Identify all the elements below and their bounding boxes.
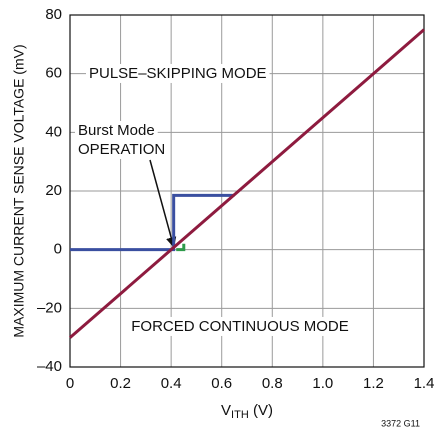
x-tick-label: 1.0 xyxy=(312,375,333,392)
x-axis-label: VITH (V) xyxy=(221,402,273,421)
y-axis-label: MAXIMUM CURRENT SENSE VOLTAGE (mV) xyxy=(11,44,27,337)
y-tick-label: –20 xyxy=(37,299,62,316)
x-tick-label: 0.6 xyxy=(211,375,232,392)
series-line xyxy=(176,243,186,252)
annotation: PULSE–SKIPPING MODE xyxy=(89,65,267,82)
x-tick-label: 0.4 xyxy=(161,375,182,392)
x-tick-label: 1.4 xyxy=(414,375,434,392)
x-tick-label: 1.2 xyxy=(363,375,384,392)
y-tick-label: 0 xyxy=(54,241,62,258)
figure-id: 3372 G11 xyxy=(381,418,420,428)
annotation: Burst Mode xyxy=(78,122,155,139)
y-tick-label: 60 xyxy=(45,65,62,82)
y-tick-label: –40 xyxy=(37,358,62,375)
annotation: FORCED CONTINUOUS MODE xyxy=(131,318,349,335)
y-tick-label: 20 xyxy=(45,182,62,199)
plot-frame xyxy=(69,14,425,368)
x-tick-label: 0 xyxy=(66,375,74,392)
x-tick-label: 0.2 xyxy=(110,375,131,392)
series-line xyxy=(70,193,235,252)
arrow xyxy=(149,159,177,248)
y-tick-label: 40 xyxy=(45,123,62,140)
annotation-bg xyxy=(75,139,169,159)
annotation-bg xyxy=(128,316,352,336)
annotation-bg xyxy=(86,63,270,83)
annotation-bg xyxy=(75,120,158,140)
series-line xyxy=(69,28,425,339)
x-tick-label: 0.8 xyxy=(262,375,283,392)
y-tick-label: 80 xyxy=(45,6,62,23)
annotation: OPERATION xyxy=(78,141,165,158)
